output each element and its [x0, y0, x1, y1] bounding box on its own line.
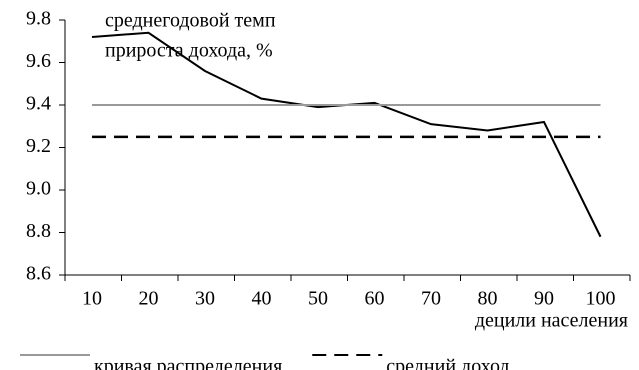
y-tick-label: 8.8	[26, 220, 51, 242]
y-tick-label: 9.0	[26, 178, 51, 200]
y-tick-label: 9.4	[26, 93, 51, 115]
x-tick-label: 60	[365, 288, 385, 310]
x-axis-label: децили населения	[475, 310, 628, 332]
legend-label: средний доход	[386, 356, 509, 370]
x-tick-label: 10	[82, 288, 102, 310]
x-tick-label: 40	[252, 288, 272, 310]
y-tick-label: 8.6	[26, 263, 51, 285]
legend-label: кривая распределения	[94, 356, 282, 370]
x-tick-label: 30	[195, 288, 215, 310]
x-tick-label: 50	[308, 288, 328, 310]
y-tick-label: 9.6	[26, 50, 51, 72]
y-tick-label: 9.2	[26, 135, 51, 157]
x-tick-label: 90	[534, 288, 554, 310]
annotation: прироста дохода, %	[105, 40, 273, 62]
x-tick-label: 100	[586, 288, 616, 310]
y-tick-label: 9.8	[26, 8, 51, 30]
series-line	[91, 31, 602, 238]
annotation: среднегодовой темп	[105, 10, 276, 32]
x-tick-label: 70	[421, 288, 441, 310]
x-tick-label: 80	[478, 288, 498, 310]
x-tick-label: 20	[139, 288, 159, 310]
